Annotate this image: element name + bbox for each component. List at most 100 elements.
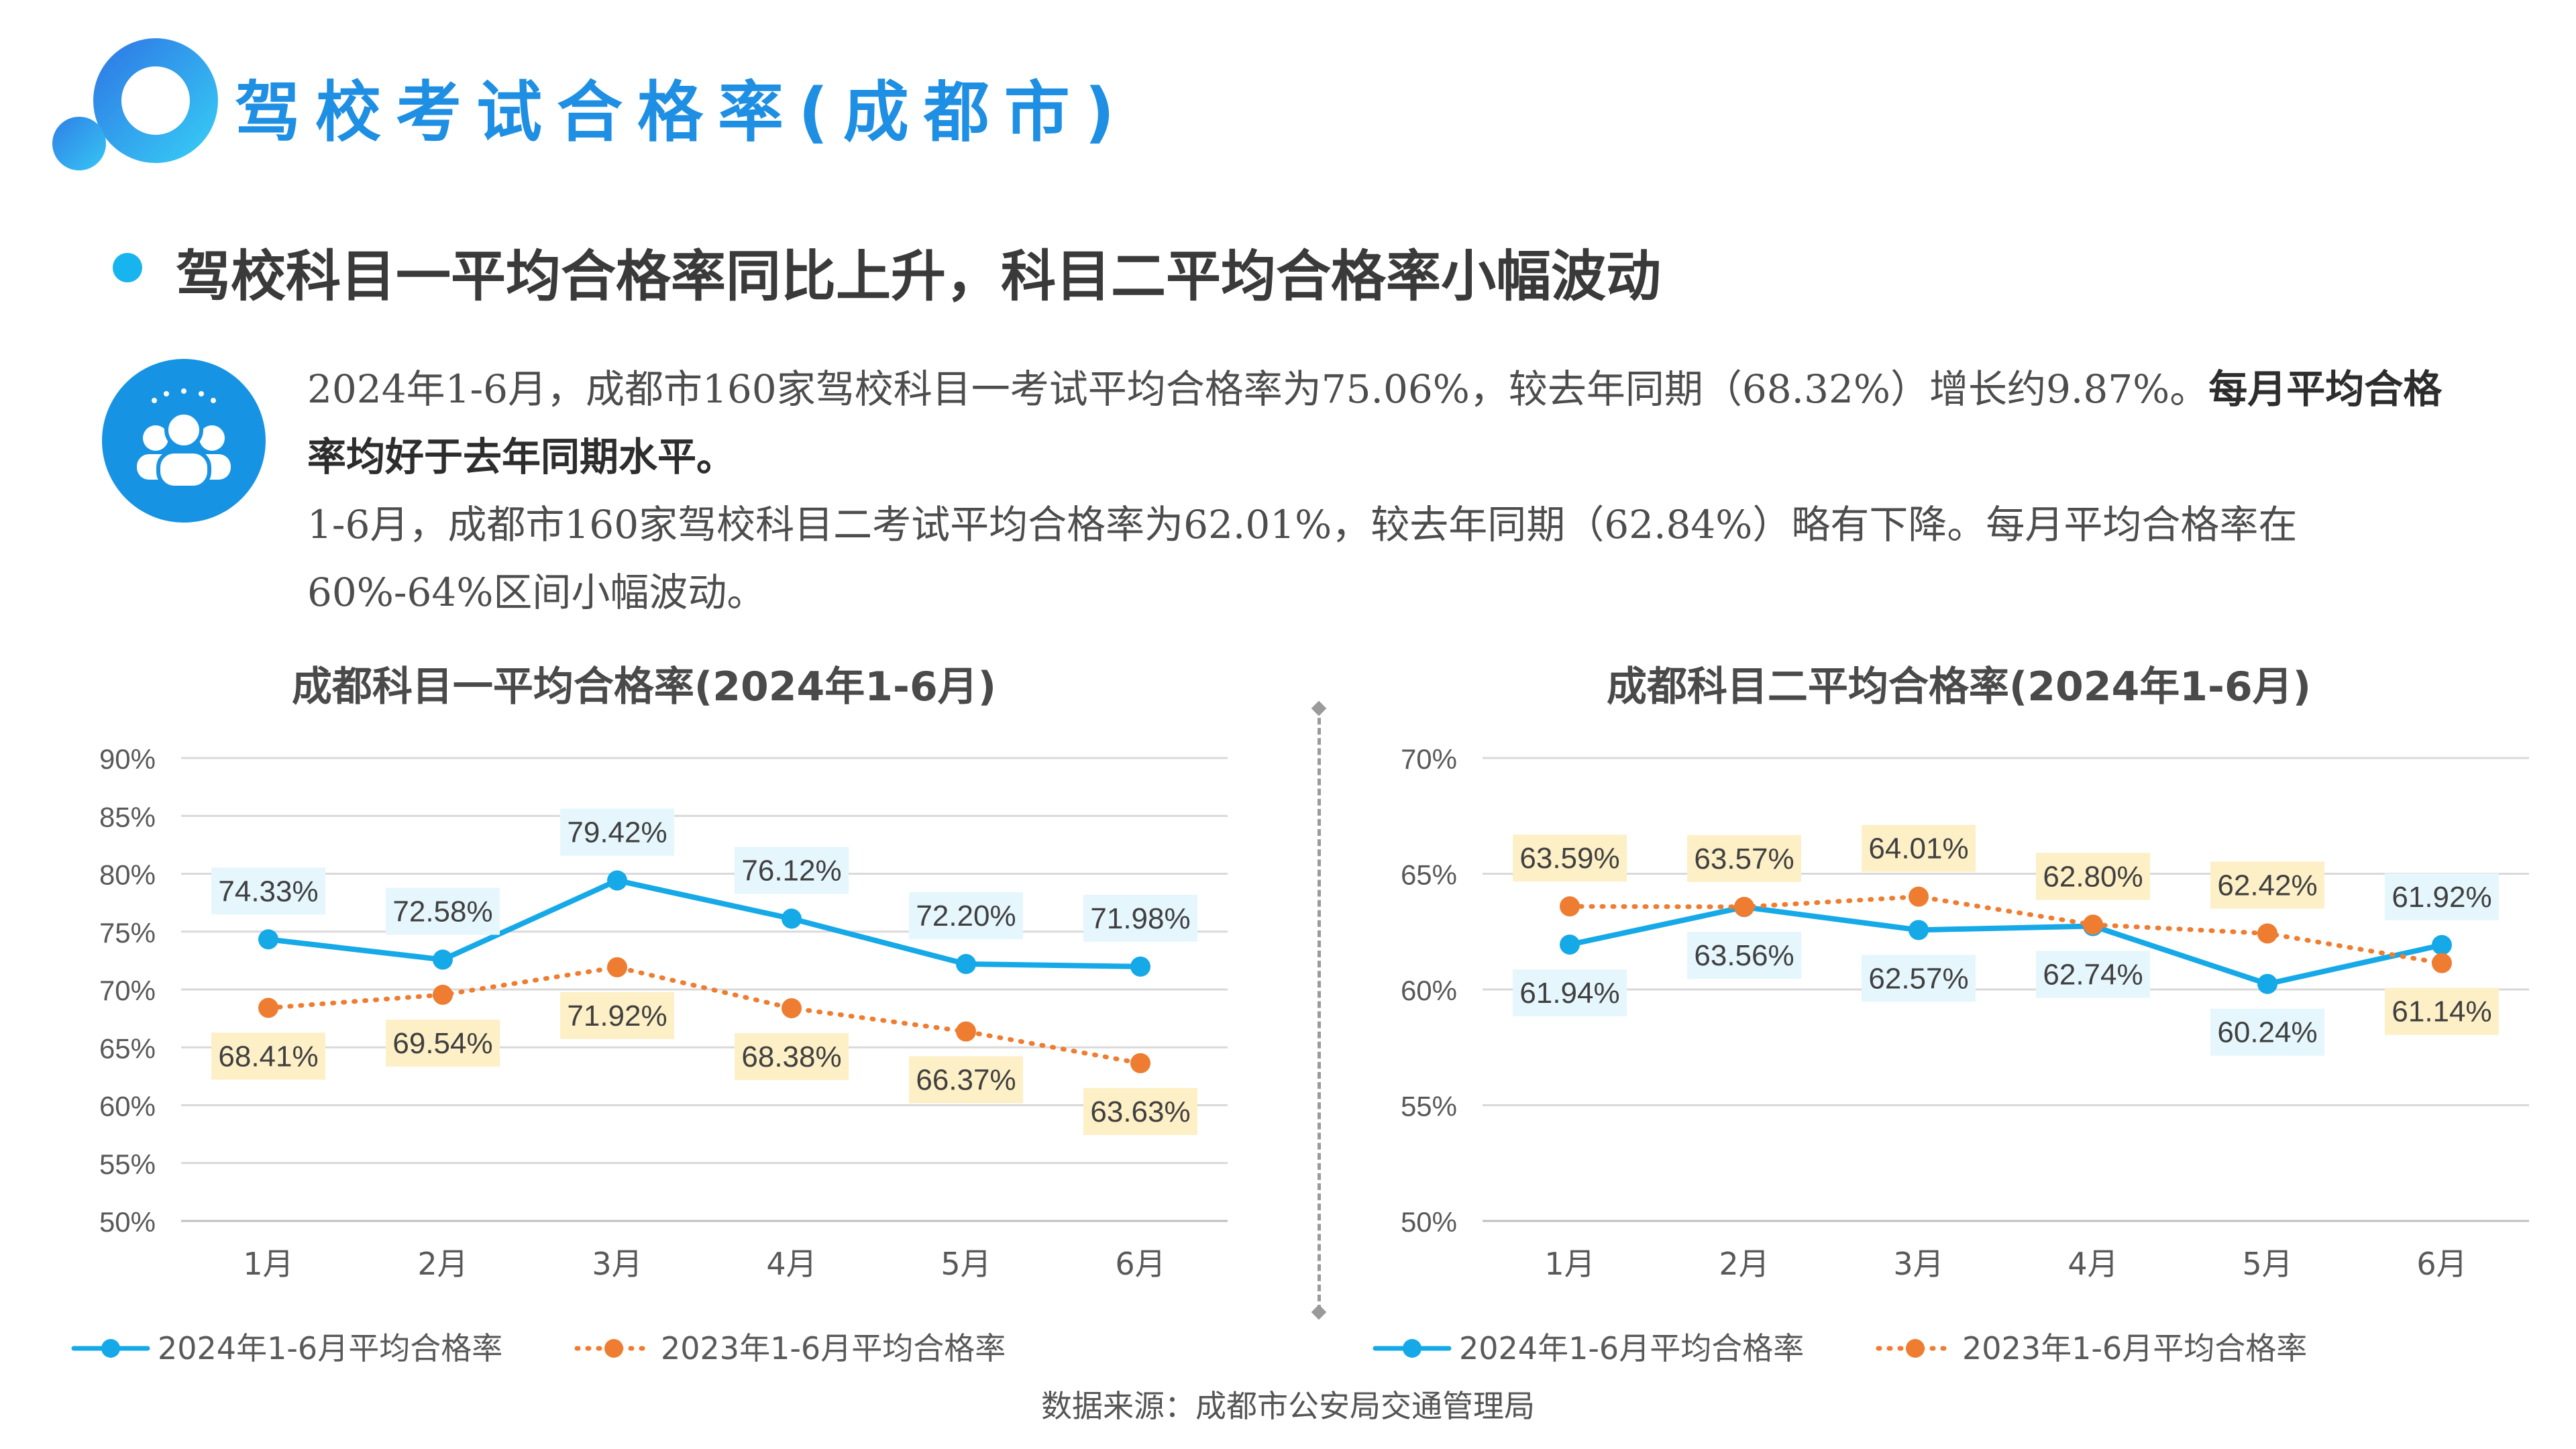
data-point [2257,973,2277,994]
data-label-bg [2385,873,2499,920]
data-label-text: 64.01% [1868,833,1968,865]
data-label-text: 66.37% [916,1064,1016,1097]
data-label-text: 61.14% [2392,996,2491,1028]
y-tick-label: 55% [1401,1091,1457,1122]
data-label: 63.59% [1513,835,1627,882]
series-line-1 [1567,904,2445,987]
section-subtitle: 驾校科目一平均合格率同比上升，科目二平均合格率小幅波动 [176,245,1662,309]
data-label-text: 62.57% [1868,962,1968,995]
series-line-2 [266,965,1143,1066]
data-label-bg [735,1032,849,1080]
data-point [258,929,278,950]
data-point [433,984,453,1005]
data-label-text: 61.92% [2392,881,2491,914]
data-label-bg [211,1032,325,1080]
data-point [2083,914,2103,935]
data-label-text: 76.12% [741,854,841,887]
y-tick-label: 70% [1401,743,1457,775]
data-label-text: 68.38% [741,1040,841,1073]
data-label-text: 79.42% [567,816,667,849]
y-tick-label: 90% [99,743,156,775]
data-label: 72.58% [386,888,500,935]
data-label-text: 63.59% [1519,842,1619,875]
data-label: 62.80% [2036,853,2150,900]
data-label-bg [2210,1008,2324,1056]
x-tick-label: 3月 [592,1246,642,1282]
data-label: 62.42% [2210,861,2324,909]
divider-cap-bottom [1311,1304,1327,1320]
x-tick-label: 1月 [1544,1246,1595,1282]
data-label-text: 69.54% [392,1027,492,1060]
legend-marker [101,1339,120,1358]
data-label-bg [2210,861,2324,909]
data-label-bg [2385,987,2499,1035]
data-label: 63.57% [1687,835,1801,882]
data-label: 63.63% [1083,1087,1197,1135]
data-label-text: 62.80% [2043,860,2143,893]
data-label-bg [211,867,325,915]
y-tick-label: 50% [99,1206,156,1238]
data-label: 63.56% [1687,932,1801,979]
data-label-bg [1083,1087,1197,1135]
data-point [1130,1053,1150,1073]
data-label: 71.98% [1083,894,1197,942]
x-tick-label: 5月 [941,1246,991,1282]
data-label-text: 63.56% [1694,939,1794,972]
desc-paragraph-2: 1-6月，成都市160家驾校科目二考试平均合格率为62.01%，较去年同期（62… [307,502,2298,615]
y-tick-label: 85% [99,801,156,833]
data-point [782,908,802,929]
legend-marker [1403,1339,1421,1358]
data-label-bg [1862,824,1976,872]
description: 2024年1-6月，成都市160家驾校科目一考试平均合格率为75.06%，较去年… [307,356,2467,627]
x-tick-label: 1月 [243,1246,293,1282]
data-label: 60.24% [2210,1008,2324,1056]
data-label: 62.74% [2036,951,2150,998]
data-label-bg [2036,853,2150,900]
legend-label: 2023年1-6月平均合格率 [1962,1330,2307,1366]
data-label: 62.57% [1862,955,1976,1002]
data-label-text: 62.42% [2217,869,2317,902]
x-tick-label: 4月 [766,1246,816,1282]
y-tick-label: 65% [99,1032,156,1064]
data-label-text: 72.20% [916,900,1016,932]
data-point [1130,956,1150,977]
data-label-bg [386,888,500,935]
data-label: 76.12% [735,847,849,894]
chart-2: 70% 65% 60% 55% 50% 1月 2月 3月 4月 5月 6月 61.94% 63.56% 6… [1373,743,2529,1366]
y-tick-label: 50% [1401,1206,1457,1238]
data-label: 79.42% [560,808,674,856]
chart-2-title: 成都科目二平均合格率(2024年1-6月) [1606,663,2312,710]
x-tick-label: 6月 [2416,1246,2467,1282]
data-label: 64.01% [1862,824,1976,872]
y-tick-label: 80% [99,859,156,891]
data-point [782,998,802,1018]
data-point [956,1021,976,1042]
chart-1: 90% 85% 80% 75% 70% 65% 60% 55% 50% 1月 2月 3月 4月 5月 6月 7… [71,743,1228,1366]
data-point [258,998,278,1018]
data-point [433,949,453,970]
data-label-text: 62.74% [2043,958,2143,991]
data-label-bg [2036,951,2150,998]
data-label-bg [1083,894,1197,942]
data-label: 61.14% [2385,987,2499,1035]
data-label: 61.94% [1513,969,1627,1017]
data-label-bg [1513,835,1627,882]
y-tick-label: 60% [99,1091,156,1122]
data-label-bg [560,808,674,856]
data-point [1560,934,1580,955]
data-label-bg [560,991,674,1039]
y-tick-label: 70% [99,975,156,1006]
data-point [2432,953,2452,973]
data-label-text: 68.41% [218,1040,318,1073]
x-tick-label: 2月 [417,1246,468,1282]
data-label: 74.33% [211,867,325,915]
data-label-text: 71.92% [567,1000,667,1032]
legend-marker [604,1339,623,1358]
data-label: 71.92% [560,991,674,1039]
data-point [956,954,976,975]
circle-logo-icon [52,38,218,170]
x-tick-label: 2月 [1719,1246,1769,1282]
people-group-icon [102,359,266,523]
data-label-text: 63.57% [1694,843,1794,875]
y-tick-label: 55% [99,1148,156,1180]
